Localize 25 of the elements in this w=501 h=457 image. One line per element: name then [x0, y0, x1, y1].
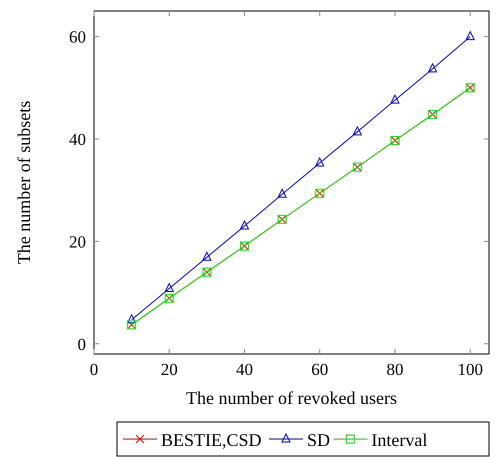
- x-tick-label: 60: [311, 360, 328, 379]
- y-tick-label: 20: [69, 232, 86, 252]
- x-tick-label: 0: [90, 360, 98, 379]
- point: [127, 314, 136, 324]
- x-axis-title: The number of revoked users: [186, 388, 397, 408]
- legend-label: Interval: [371, 430, 428, 450]
- point: [240, 220, 249, 230]
- y-tick-label: 40: [69, 130, 86, 149]
- y-axis-title: The number of subsets: [14, 100, 34, 264]
- y-tick-label: 0: [78, 334, 86, 354]
- x-tick-label: 100: [457, 360, 483, 379]
- point: [428, 63, 438, 72]
- point: [466, 31, 475, 40]
- x-tick-label: 80: [386, 360, 404, 379]
- point: [390, 94, 400, 104]
- point: [164, 282, 174, 292]
- point: [315, 158, 324, 167]
- point: [352, 126, 362, 136]
- legend-label: BESTIE,CSD: [161, 430, 262, 450]
- x-tick-label: 20: [160, 360, 178, 379]
- point: [202, 252, 212, 261]
- y-tick-label: 60: [69, 28, 86, 47]
- legend-label: SD: [307, 430, 330, 450]
- point: [278, 188, 287, 198]
- x-tick-label: 40: [236, 360, 253, 379]
